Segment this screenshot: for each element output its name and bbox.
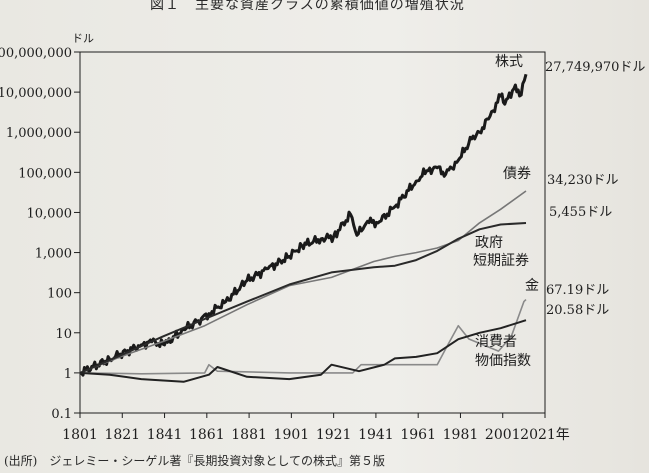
series-end-value-label: 27,749,970ドル	[545, 60, 645, 75]
series-end-value-label: 20.58ドル	[546, 303, 609, 318]
x-tick-label: 1821	[104, 427, 140, 443]
y-axis-unit-label: ドル	[72, 32, 94, 45]
x-tick-label: 1981	[443, 427, 479, 443]
y-tick-label: 1,000	[35, 247, 72, 262]
y-tick-label: 10,000	[27, 206, 73, 221]
series-line-0	[79, 73, 528, 377]
series-line-1	[79, 190, 527, 374]
x-tick-label: 1801	[62, 427, 98, 443]
y-tick-label: 100	[47, 287, 72, 302]
y-tick-label: 1,000,000	[6, 126, 72, 141]
series-line-3	[79, 299, 527, 375]
series-name-label: 短期証券	[473, 253, 529, 269]
series-end-value-label: 5,455ドル	[549, 205, 612, 220]
figure-title: 図１ 主要な資産クラスの累積価値の増殖状況	[150, 0, 465, 13]
x-tick-label: 1961	[400, 427, 436, 443]
x-tick-label: 1941	[358, 427, 394, 443]
series-line-2	[79, 222, 527, 374]
y-tick-label: 10	[55, 327, 72, 342]
series-name-label: 債券	[503, 166, 531, 182]
x-tick-label: 1861	[189, 427, 225, 443]
series-name-label: 物価指数	[475, 353, 531, 369]
series-name-label: 株式	[495, 54, 523, 70]
y-tick-label: 100,000,000	[0, 46, 72, 61]
series-name-label: 消費者	[475, 334, 517, 350]
x-tick-label: 1921	[316, 427, 352, 443]
x-tick-label: 2021年	[520, 427, 570, 443]
x-tick-label: 1841	[147, 427, 183, 443]
y-tick-label: 1	[64, 367, 72, 382]
y-tick-label: 100,000	[18, 166, 72, 181]
y-tick-label: 0.1	[51, 407, 72, 422]
series-end-value-label: 34,230ドル	[547, 173, 619, 188]
x-tick-label: 1901	[274, 427, 310, 443]
series-name-label: 金	[525, 278, 539, 294]
source-note: (出所) ジェレミー・シーゲル著『長期投資対象としての株式』第５版	[4, 454, 386, 468]
series-name-label: 政府	[475, 235, 503, 251]
series-end-value-label: 67.19ドル	[546, 283, 609, 298]
x-tick-label: 1881	[231, 427, 267, 443]
x-tick-label: 2001	[485, 427, 521, 443]
y-tick-label: 10,000,000	[0, 86, 72, 101]
series-line-4	[79, 319, 527, 383]
plot-frame	[79, 51, 546, 414]
